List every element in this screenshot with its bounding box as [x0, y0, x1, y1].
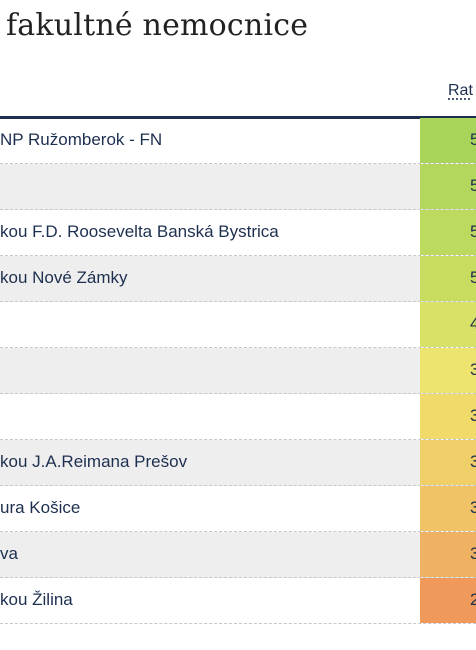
table-row: kou Žilina 2 — [0, 578, 476, 624]
hospital-table: NP Ružomberok - FN 5 5 kou F.D. Roosevel… — [0, 118, 476, 624]
rating-cell — [420, 348, 476, 393]
rating-value: 5 — [470, 222, 476, 241]
rating-value: 3 — [470, 452, 476, 471]
rating-value: 3 — [470, 498, 476, 517]
rating-cell — [420, 578, 476, 623]
rating-cell — [420, 394, 476, 439]
table-row: 4 — [0, 302, 476, 348]
rating-value: 3 — [470, 544, 476, 563]
rating-cell — [420, 486, 476, 531]
hospital-name: kou J.A.Reimana Prešov — [0, 452, 188, 471]
table-header: Rat — [0, 76, 476, 119]
rating-value: 2 — [470, 590, 476, 609]
table-row: kou F.D. Roosevelta Banská Bystrica 5 — [0, 210, 476, 256]
table-row: va 3 — [0, 532, 476, 578]
rating-value: 5 — [470, 268, 476, 287]
rating-cell — [420, 118, 476, 163]
hospital-name: NP Ružomberok - FN — [0, 130, 163, 149]
page-title: fakultné nemocnice — [6, 8, 309, 43]
rating-value: 4 — [470, 314, 476, 333]
hospital-name: kou F.D. Roosevelta Banská Bystrica — [0, 222, 279, 241]
rating-cell — [420, 210, 476, 255]
table-row: 5 — [0, 164, 476, 210]
rating-value: 3 — [470, 406, 476, 425]
table-row: ura Košice 3 — [0, 486, 476, 532]
rating-cell — [420, 302, 476, 347]
rating-value: 3 — [470, 360, 476, 379]
rating-value: 5 — [470, 130, 476, 149]
hospital-name: va — [0, 544, 18, 563]
rating-cell — [420, 164, 476, 209]
rating-cell — [420, 256, 476, 301]
table-row: kou J.A.Reimana Prešov 3 — [0, 440, 476, 486]
rating-cell — [420, 532, 476, 577]
hospital-name: kou Žilina — [0, 590, 73, 609]
rating-value: 5 — [470, 176, 476, 195]
table-row: 3 — [0, 394, 476, 440]
rating-column-header[interactable]: Rat — [448, 82, 473, 99]
rating-cell — [420, 440, 476, 485]
table-row: kou Nové Zámky 5 — [0, 256, 476, 302]
hospital-name: kou Nové Zámky — [0, 268, 128, 287]
table-row: 3 — [0, 348, 476, 394]
table-row: NP Ružomberok - FN 5 — [0, 118, 476, 164]
hospital-name: ura Košice — [0, 498, 81, 517]
